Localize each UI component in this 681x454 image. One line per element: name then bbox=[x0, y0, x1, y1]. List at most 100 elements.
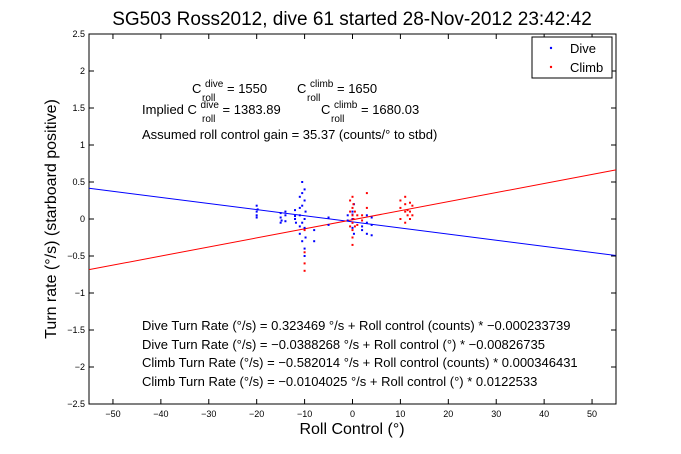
implied-climb-sub: roll bbox=[331, 114, 344, 125]
climb-point bbox=[349, 210, 352, 213]
fit-equation-dive-degrees: Dive Turn Rate (°/s) = −0.0388268 °/s + … bbox=[142, 337, 545, 352]
y-tick-label: −2 bbox=[75, 362, 85, 372]
climb-point bbox=[365, 206, 368, 209]
climb-point bbox=[404, 203, 407, 206]
climb-point bbox=[361, 219, 364, 222]
dive-point bbox=[298, 195, 301, 198]
dive-point bbox=[313, 229, 316, 232]
climb-point bbox=[303, 262, 306, 265]
climb-point bbox=[356, 223, 359, 226]
dive-point bbox=[280, 219, 283, 222]
y-axis-label: Turn rate (°/s) (starboard positive) bbox=[43, 99, 60, 339]
dive-point bbox=[279, 212, 282, 215]
climb-point bbox=[356, 214, 359, 217]
dive-point bbox=[301, 192, 304, 195]
climb-point bbox=[351, 229, 354, 232]
climb-point bbox=[404, 195, 407, 198]
dive-point bbox=[365, 221, 368, 224]
climb-point bbox=[399, 206, 402, 209]
climb-point bbox=[408, 218, 411, 220]
c-roll-climb-sup: climb bbox=[310, 79, 334, 90]
dive-point bbox=[303, 226, 306, 229]
dive-point bbox=[365, 214, 368, 217]
dive-point bbox=[327, 223, 330, 226]
y-tick-label: −2.5 bbox=[67, 399, 85, 409]
dive-point bbox=[346, 214, 349, 217]
climb-point bbox=[353, 225, 356, 228]
dive-point bbox=[304, 210, 307, 213]
climb-point bbox=[349, 225, 352, 228]
climb-point bbox=[351, 236, 354, 239]
implied-climb-pre: C bbox=[321, 102, 330, 117]
dive-point bbox=[351, 210, 354, 213]
dive-point bbox=[370, 223, 373, 226]
climb-point bbox=[399, 218, 402, 220]
dive-point bbox=[301, 221, 304, 224]
implied-dive-sup: dive bbox=[201, 100, 220, 111]
x-tick-label: 30 bbox=[491, 409, 501, 419]
dive-point bbox=[298, 232, 301, 235]
dive-point bbox=[256, 208, 259, 211]
x-tick-label: −30 bbox=[201, 409, 216, 419]
climb-point bbox=[352, 203, 355, 206]
c-roll-climb-pre: C bbox=[297, 81, 306, 96]
x-tick-label: 20 bbox=[443, 409, 453, 419]
y-tick-label: 0 bbox=[80, 214, 85, 224]
climb-point bbox=[303, 269, 306, 272]
climb-point bbox=[408, 210, 411, 213]
dive-point bbox=[284, 210, 287, 213]
implied-climb-val: = 1680.03 bbox=[361, 102, 419, 117]
y-tick-label: 2 bbox=[80, 66, 85, 76]
climb-point bbox=[361, 214, 364, 217]
climb-point bbox=[353, 210, 356, 213]
climb-point bbox=[404, 221, 407, 224]
dive-point bbox=[279, 221, 282, 224]
c-roll-dive-val: = 1550 bbox=[227, 81, 267, 96]
svg-text:C dive = 1550: C dive = 1550 bbox=[192, 75, 267, 96]
dive-point bbox=[303, 247, 306, 250]
dive-point bbox=[298, 206, 301, 209]
dive-point bbox=[370, 234, 373, 237]
dive-point bbox=[361, 229, 364, 232]
dive-point bbox=[327, 216, 330, 219]
svg-text:Implied C dive =: Implied C dive = 1383.89 bbox=[142, 96, 281, 117]
y-tick-label: −1.5 bbox=[67, 325, 85, 335]
climb-point bbox=[408, 201, 411, 204]
x-tick-label: 50 bbox=[587, 409, 597, 419]
dive-point bbox=[303, 218, 306, 220]
y-tick-label: 0.5 bbox=[72, 177, 85, 187]
fit-equation-dive-counts: Dive Turn Rate (°/s) = 0.323469 °/s + Ro… bbox=[142, 318, 570, 333]
x-axis-label: Roll Control (°) bbox=[299, 421, 404, 438]
dive-point bbox=[301, 240, 304, 243]
x-tick-label: −20 bbox=[249, 409, 264, 419]
climb-point bbox=[351, 195, 354, 198]
dive-point bbox=[255, 216, 258, 219]
y-tick-label: 1 bbox=[80, 140, 85, 150]
y-tick-label: −0.5 bbox=[67, 251, 85, 261]
c-roll-dive-pre: C bbox=[192, 81, 201, 96]
climb-point bbox=[411, 214, 414, 217]
implied-climb-sup: climb bbox=[334, 100, 358, 111]
y-tick-label: 1.5 bbox=[72, 103, 85, 113]
fit-equation-climb-degrees: Climb Turn Rate (°/s) = −0.0104025 °/s +… bbox=[142, 374, 537, 389]
climb-point bbox=[406, 214, 409, 217]
legend-box bbox=[531, 36, 613, 79]
climb-point bbox=[351, 243, 354, 246]
dive-point bbox=[361, 225, 364, 228]
climb-point bbox=[365, 192, 368, 195]
climb-point bbox=[406, 209, 409, 212]
legend: Dive Climb bbox=[531, 36, 613, 79]
dive-point bbox=[294, 209, 297, 212]
x-tick-label: 0 bbox=[350, 409, 355, 419]
dive-point bbox=[303, 199, 306, 202]
legend-climb-marker bbox=[549, 65, 553, 69]
dive-point bbox=[284, 220, 287, 223]
dive-point bbox=[304, 236, 307, 239]
x-tick-label: −50 bbox=[105, 409, 120, 419]
implied-dive-val: = 1383.89 bbox=[223, 102, 281, 117]
climb-point bbox=[399, 199, 402, 202]
dive-point bbox=[255, 214, 258, 217]
dive-point bbox=[370, 216, 373, 219]
climb-point bbox=[351, 214, 354, 217]
